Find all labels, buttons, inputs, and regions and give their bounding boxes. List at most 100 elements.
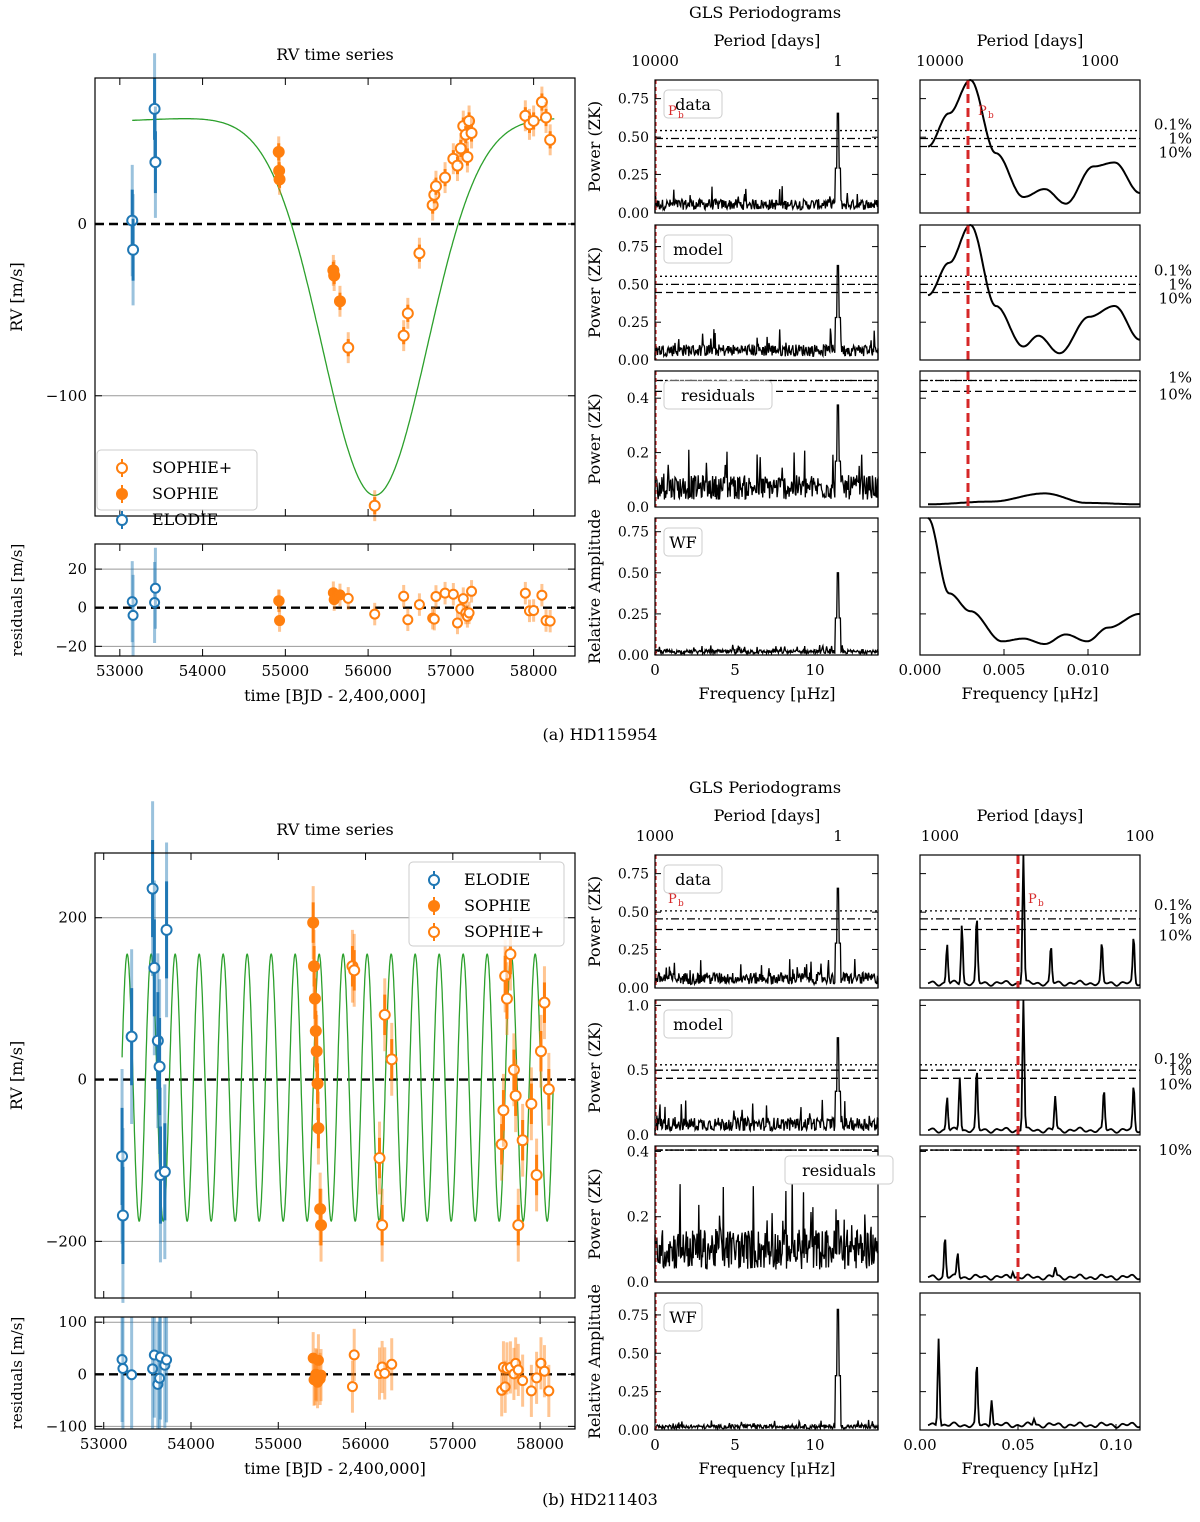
rv-point (315, 1219, 328, 1232)
periodogram-right (928, 492, 1140, 506)
x-tick-label: 55000 (254, 1435, 302, 1453)
residual-point (346, 1381, 358, 1393)
fap-label: 10% (1159, 144, 1192, 162)
power-tick-label: 0.00 (618, 206, 649, 222)
power-tick-label: 0.25 (618, 315, 649, 331)
rv-point (439, 171, 452, 184)
power-axis-label: Power (ZK) (585, 247, 604, 338)
rv-point (312, 1122, 325, 1135)
fap-label: 1% (1168, 275, 1192, 293)
fap-label: 1% (1168, 130, 1192, 148)
freq-tick-label: 0.005 (983, 661, 1026, 679)
power-tick-label: 0.25 (618, 607, 649, 623)
periodogram-axes-left (654, 517, 879, 656)
pb-label: P (668, 104, 677, 119)
rv-axes (94, 77, 576, 517)
power-axis-label: Power (ZK) (585, 1022, 604, 1113)
rv-point (500, 992, 513, 1005)
rv-point (512, 1219, 525, 1232)
freq-tick-label: 0.010 (1067, 661, 1110, 679)
y-tick-label: −200 (46, 1232, 87, 1250)
fap-label: 10% (1159, 926, 1192, 944)
panel-label-box (663, 527, 703, 557)
periodogram-axes-right (919, 79, 1141, 214)
power-axis-label: Power (ZK) (585, 101, 604, 192)
rv-title: RV time series (276, 820, 394, 839)
power-axis-label: Power (ZK) (585, 1168, 604, 1259)
periodogram-axes-left (654, 79, 879, 214)
rv-point (504, 948, 517, 961)
freq-tick-label: 0.000 (899, 661, 942, 679)
panel-label: WF (669, 533, 697, 552)
period-tick-label: 10000 (916, 52, 964, 70)
rv-axes (94, 852, 576, 1299)
periodogram-right (927, 854, 1141, 987)
legend-marker (116, 462, 128, 474)
panel-label: residuals (681, 386, 755, 405)
residual-point (402, 614, 414, 626)
periodogram-axes-right (919, 224, 1141, 361)
panel-label: residuals (802, 1161, 876, 1180)
freq-tick-label: 0 (650, 1436, 660, 1454)
rv-point (153, 1060, 166, 1073)
x-tick-label: 56000 (344, 662, 392, 680)
freq-tick-label: 0.10 (1099, 1436, 1132, 1454)
power-tick-label: 0.75 (618, 525, 649, 541)
period-tick-label: 1000 (636, 827, 674, 845)
freq-tick-label: 0 (650, 661, 660, 679)
period-tick-label: 1000 (921, 827, 959, 845)
rv-point (525, 1097, 538, 1110)
power-tick-label: 0.00 (618, 353, 649, 369)
model-curve (121, 953, 554, 1223)
period-tick-label: 1000 (1081, 52, 1119, 70)
power-axis-label: Power (ZK) (585, 393, 604, 484)
residual-point (538, 1365, 550, 1377)
freq-axis-label: Frequency [μHz] (699, 684, 836, 703)
periodogram-left (654, 404, 879, 507)
residual-point (379, 1367, 391, 1379)
periodogram-left (654, 112, 879, 213)
x-tick-label: 54000 (179, 662, 227, 680)
power-tick-label: 0.25 (618, 167, 649, 183)
rv-point (328, 269, 341, 282)
legend-entry: SOPHIE (464, 896, 531, 915)
residual-point (126, 1369, 138, 1381)
residual-point (348, 1349, 360, 1361)
rv-point (116, 1209, 129, 1222)
periodogram-left (654, 887, 879, 988)
freq-axis-label: Frequency [μHz] (699, 1459, 836, 1478)
x-tick-label: 56000 (342, 1435, 390, 1453)
power-tick-label: 0.50 (618, 1346, 649, 1362)
residual-point (451, 617, 463, 629)
x-tick-label: 57000 (427, 662, 475, 680)
rv-point (465, 126, 478, 139)
residual-point (117, 1363, 129, 1375)
residual-point (154, 1372, 166, 1384)
res-tick-label: 20 (68, 560, 87, 578)
periodogram-axes-right (919, 1292, 1141, 1431)
rv-point (499, 969, 512, 982)
residual-point (447, 588, 459, 600)
residual-axes (94, 543, 576, 657)
power-tick-label: 0.5 (627, 1063, 649, 1079)
power-tick-label: 0.75 (618, 92, 649, 108)
rv-point (368, 499, 381, 512)
rv-point (454, 142, 467, 155)
residual-point (499, 1381, 511, 1393)
residual-point (274, 615, 286, 627)
res-tick-label: 0 (77, 599, 87, 617)
rv-point (308, 992, 321, 1005)
panel-label-box (663, 380, 773, 410)
fap-label: 10% (1159, 290, 1192, 308)
periodogram-right (927, 223, 1141, 355)
fap-label: 10% (1159, 385, 1192, 403)
rv-point (148, 102, 161, 115)
panel-label: model (673, 1015, 723, 1034)
legend-marker (428, 926, 440, 938)
legend-marker (116, 514, 128, 526)
y-tick-label: 0 (77, 1071, 87, 1089)
gls-title: GLS Periodograms (689, 778, 841, 797)
residual-point (149, 597, 161, 609)
residual-point (126, 596, 138, 608)
